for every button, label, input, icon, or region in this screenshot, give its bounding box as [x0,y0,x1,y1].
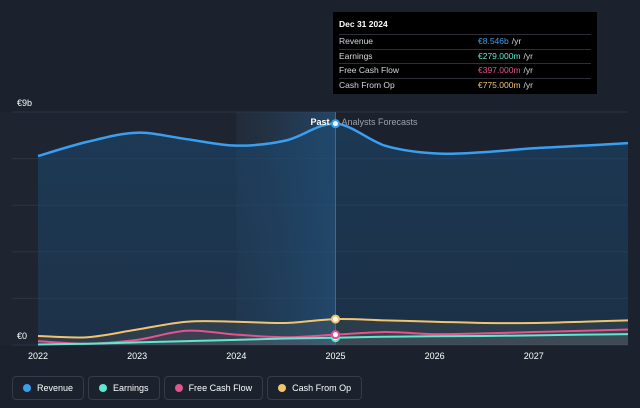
legend-item-free-cash-flow[interactable]: Free Cash Flow [163,376,264,400]
tooltip-row-value: €8.546b [478,36,509,46]
revenue-area [38,123,628,345]
tooltip-row-unit: /yr [523,65,533,75]
legend-item-cash-from-op[interactable]: Cash From Op [267,376,363,400]
y-axis-top-label: €9b [17,98,32,108]
legend-dot-icon [23,384,31,392]
tooltip-row-value: €775.000m [478,79,521,90]
tooltip-row-label: Cash From Op [339,79,395,90]
legend-label: Revenue [37,383,74,393]
legend-dot-icon [278,384,287,392]
tooltip-row-label: Earnings [339,50,373,61]
tooltip-date: Dec 31 2024 [339,19,388,29]
revenue-marker [330,119,340,129]
x-tick-label: 2025 [325,351,345,361]
legend-item-revenue[interactable]: Revenue [12,376,85,400]
past-label: Past [310,117,329,127]
x-tick-label: 2026 [425,351,445,361]
legend: Revenue Earnings Free Cash Flow Cash From O… [12,376,363,400]
x-tick-label: 2023 [127,351,147,361]
forecast-label: Analysts Forecasts [341,117,418,127]
tooltip-row-label: Revenue [339,36,374,46]
x-tick-label: 2027 [524,351,544,361]
tooltip-row: Cash From Op €775.000m/yr [339,77,591,93]
tooltip-row: Revenue €8.546b/yr [339,34,591,49]
cash-from-op-marker [330,314,340,324]
y-axis-bottom-label: €0 [17,331,27,341]
legend-dot-icon [99,384,108,392]
legend-label: Free Cash Flow [188,383,253,393]
legend-item-earnings[interactable]: Earnings [88,376,160,400]
legend-dot-icon [174,384,183,392]
tooltip-row-unit: /yr [523,79,533,90]
tooltip-row-unit: /yr [523,50,533,61]
tooltip-row-label: Free Cash Flow [339,65,399,75]
free-cash-flow-marker [330,330,340,340]
tooltip-row: Earnings €279.000m/yr [339,48,591,64]
tooltip-row-unit: /yr [511,36,522,46]
x-tick-label: 2024 [226,351,246,361]
tooltip: Dec 31 2024 Revenue €8.546b/yr Earnings €27… [333,12,597,94]
legend-label: Earnings [113,383,149,393]
tooltip-row: Free Cash Flow €397.000m/yr [339,63,591,78]
tooltip-row-value: €397.000m [478,65,521,75]
legend-label: Cash From Op [292,383,352,393]
x-tick-label: 2022 [28,351,48,361]
tooltip-row-value: €279.000m [478,50,521,61]
